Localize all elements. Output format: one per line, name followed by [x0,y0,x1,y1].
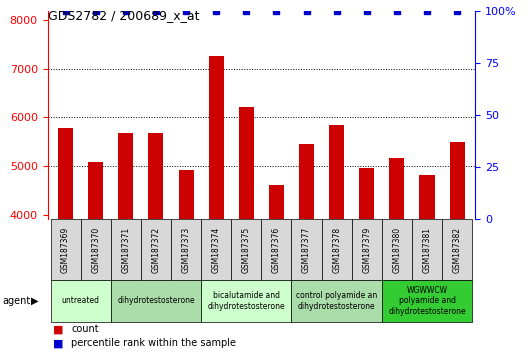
Bar [269,184,284,354]
Bar [209,56,224,354]
Text: ■: ■ [53,338,63,348]
Bar [58,128,73,354]
Text: GSM187379: GSM187379 [362,227,371,273]
Text: GSM187382: GSM187382 [452,227,461,273]
Text: percentile rank within the sample: percentile rank within the sample [71,338,237,348]
Text: GSM187378: GSM187378 [332,227,341,273]
Text: GSM187370: GSM187370 [91,227,100,273]
Text: GSM187374: GSM187374 [212,227,221,273]
Text: ■: ■ [53,324,63,334]
Text: GSM187376: GSM187376 [272,227,281,273]
Bar [88,162,103,354]
Text: count: count [71,324,99,334]
Text: GSM187369: GSM187369 [61,227,70,273]
Text: control polyamide an
dihydrotestosterone: control polyamide an dihydrotestosterone [296,291,378,310]
Text: agent: agent [3,296,31,306]
Bar [329,125,344,354]
Text: GSM187373: GSM187373 [182,227,191,273]
Bar [450,142,465,354]
Text: GSM187375: GSM187375 [242,227,251,273]
Text: GSM187371: GSM187371 [121,227,130,273]
Text: GSM187372: GSM187372 [152,227,161,273]
Text: ▶: ▶ [31,296,38,306]
Text: dihydrotestosterone: dihydrotestosterone [117,296,195,306]
Text: GSM187381: GSM187381 [422,227,431,273]
Text: GSM187377: GSM187377 [302,227,311,273]
Bar [389,158,404,354]
Bar [148,133,164,354]
Bar [359,167,374,354]
Text: WGWWCW
polyamide and
dihydrotestosterone: WGWWCW polyamide and dihydrotestosterone [388,286,466,316]
Text: GSM187380: GSM187380 [392,227,401,273]
Bar [178,170,194,354]
Bar [419,175,435,354]
Text: untreated: untreated [62,296,100,306]
Bar [118,133,134,354]
Bar [239,107,254,354]
Text: GDS2782 / 200689_x_at: GDS2782 / 200689_x_at [48,9,199,22]
Text: bicalutamide and
dihydrotestosterone: bicalutamide and dihydrotestosterone [208,291,285,310]
Bar [299,144,314,354]
